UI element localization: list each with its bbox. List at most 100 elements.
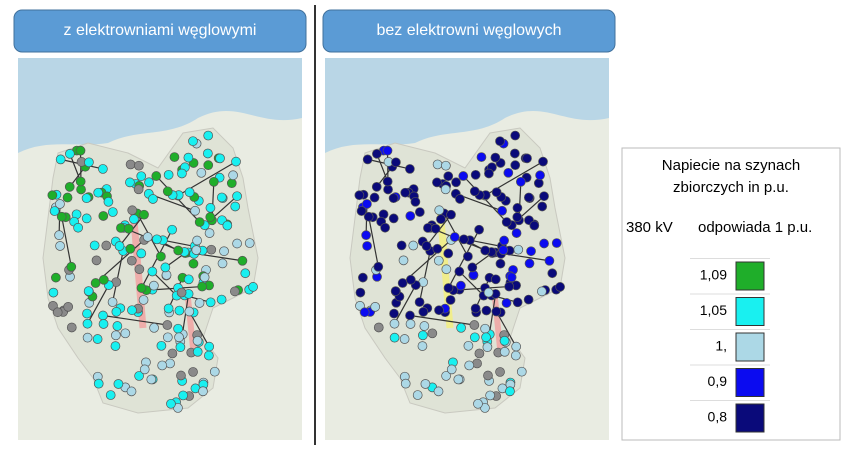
bus-node bbox=[230, 201, 241, 212]
bus-node bbox=[149, 322, 159, 333]
bus-node bbox=[529, 220, 540, 231]
bus-node bbox=[244, 238, 255, 248]
bus-node bbox=[199, 272, 210, 283]
bus-node bbox=[98, 211, 109, 221]
bus-node bbox=[90, 278, 101, 288]
bus-node bbox=[162, 332, 173, 343]
bus-node bbox=[167, 224, 177, 235]
bus-node bbox=[443, 248, 454, 259]
bus-node bbox=[183, 274, 194, 285]
power-line bbox=[368, 216, 379, 267]
power-line bbox=[409, 314, 475, 326]
bus-node bbox=[138, 295, 149, 305]
panel-title: bez elektrowni węglowych bbox=[377, 22, 562, 39]
bus-node bbox=[498, 245, 509, 255]
bus-node bbox=[147, 266, 158, 277]
bus-node bbox=[84, 157, 94, 168]
power-line bbox=[86, 284, 110, 325]
bus-node bbox=[491, 306, 502, 317]
bus-node bbox=[103, 196, 114, 207]
bus-node bbox=[204, 350, 214, 361]
bus-node bbox=[205, 203, 216, 213]
bus-node bbox=[410, 196, 421, 207]
bus-node bbox=[476, 152, 487, 162]
bus-node bbox=[544, 255, 555, 266]
bus-node bbox=[537, 286, 547, 297]
bus-node bbox=[198, 386, 208, 397]
bus-node bbox=[203, 160, 214, 170]
bus-node bbox=[358, 272, 368, 283]
bus-node bbox=[139, 209, 149, 220]
bus-node bbox=[472, 358, 482, 369]
bus-node bbox=[510, 130, 521, 141]
bus-node bbox=[464, 360, 475, 371]
bus-node bbox=[110, 341, 121, 351]
bus-node bbox=[174, 332, 184, 343]
bus-node bbox=[524, 258, 535, 269]
bus-node bbox=[490, 274, 501, 285]
bus-node bbox=[474, 348, 485, 359]
bus-node bbox=[382, 145, 393, 156]
bus-node bbox=[139, 364, 150, 375]
bus-node bbox=[533, 178, 544, 189]
bus-node bbox=[434, 205, 445, 216]
bus-node bbox=[397, 278, 408, 288]
bus-node bbox=[136, 283, 147, 293]
bus-node bbox=[184, 187, 195, 198]
bus-node bbox=[93, 378, 104, 389]
bus-node bbox=[474, 224, 484, 235]
bus-node bbox=[248, 282, 258, 292]
bus-node bbox=[184, 306, 195, 317]
bus-node bbox=[414, 207, 425, 217]
bus-node bbox=[228, 170, 238, 181]
bus-node bbox=[173, 245, 184, 256]
legend-swatch bbox=[735, 332, 765, 362]
bus-node bbox=[370, 302, 381, 312]
bus-node bbox=[427, 328, 438, 339]
bus-node bbox=[454, 266, 465, 277]
bus-node bbox=[418, 330, 428, 341]
bus-node bbox=[232, 191, 242, 202]
bus-node bbox=[433, 386, 444, 397]
bus-node bbox=[55, 199, 65, 209]
bus-node bbox=[445, 295, 456, 305]
bus-node bbox=[113, 379, 124, 389]
bus-node bbox=[134, 160, 144, 171]
bus-node bbox=[194, 298, 205, 308]
bus-node bbox=[523, 192, 534, 203]
bus-node bbox=[551, 238, 562, 248]
bus-node bbox=[459, 234, 469, 245]
bus-node bbox=[62, 192, 73, 203]
bus-node bbox=[483, 370, 493, 381]
bus-node bbox=[359, 307, 370, 318]
bus-node bbox=[151, 171, 162, 181]
legend-swatch bbox=[735, 368, 765, 397]
bus-node bbox=[482, 342, 493, 353]
bus-node bbox=[92, 334, 103, 344]
hl-line bbox=[185, 297, 196, 349]
bus-node bbox=[75, 176, 86, 187]
bus-node bbox=[89, 240, 100, 251]
bus-node bbox=[83, 286, 94, 296]
bus-node bbox=[371, 181, 382, 192]
bus-node bbox=[382, 176, 393, 187]
bus-node bbox=[175, 342, 186, 353]
bus-node bbox=[373, 261, 384, 272]
bus-node bbox=[205, 212, 216, 222]
bus-node bbox=[73, 222, 83, 233]
bus-node bbox=[441, 371, 451, 381]
bus-node bbox=[216, 192, 227, 203]
bus-node bbox=[417, 341, 428, 351]
bus-node bbox=[107, 297, 118, 307]
bus-node bbox=[436, 214, 446, 225]
bus-node bbox=[125, 177, 135, 188]
bus-node bbox=[219, 246, 229, 257]
bus-node bbox=[501, 217, 512, 227]
bus-node bbox=[111, 306, 122, 317]
bus-node bbox=[510, 160, 521, 170]
bus-node bbox=[420, 379, 431, 389]
bus-node bbox=[388, 213, 399, 224]
bus-node bbox=[467, 262, 478, 273]
bus-node bbox=[480, 245, 491, 256]
bus-node bbox=[123, 223, 134, 234]
